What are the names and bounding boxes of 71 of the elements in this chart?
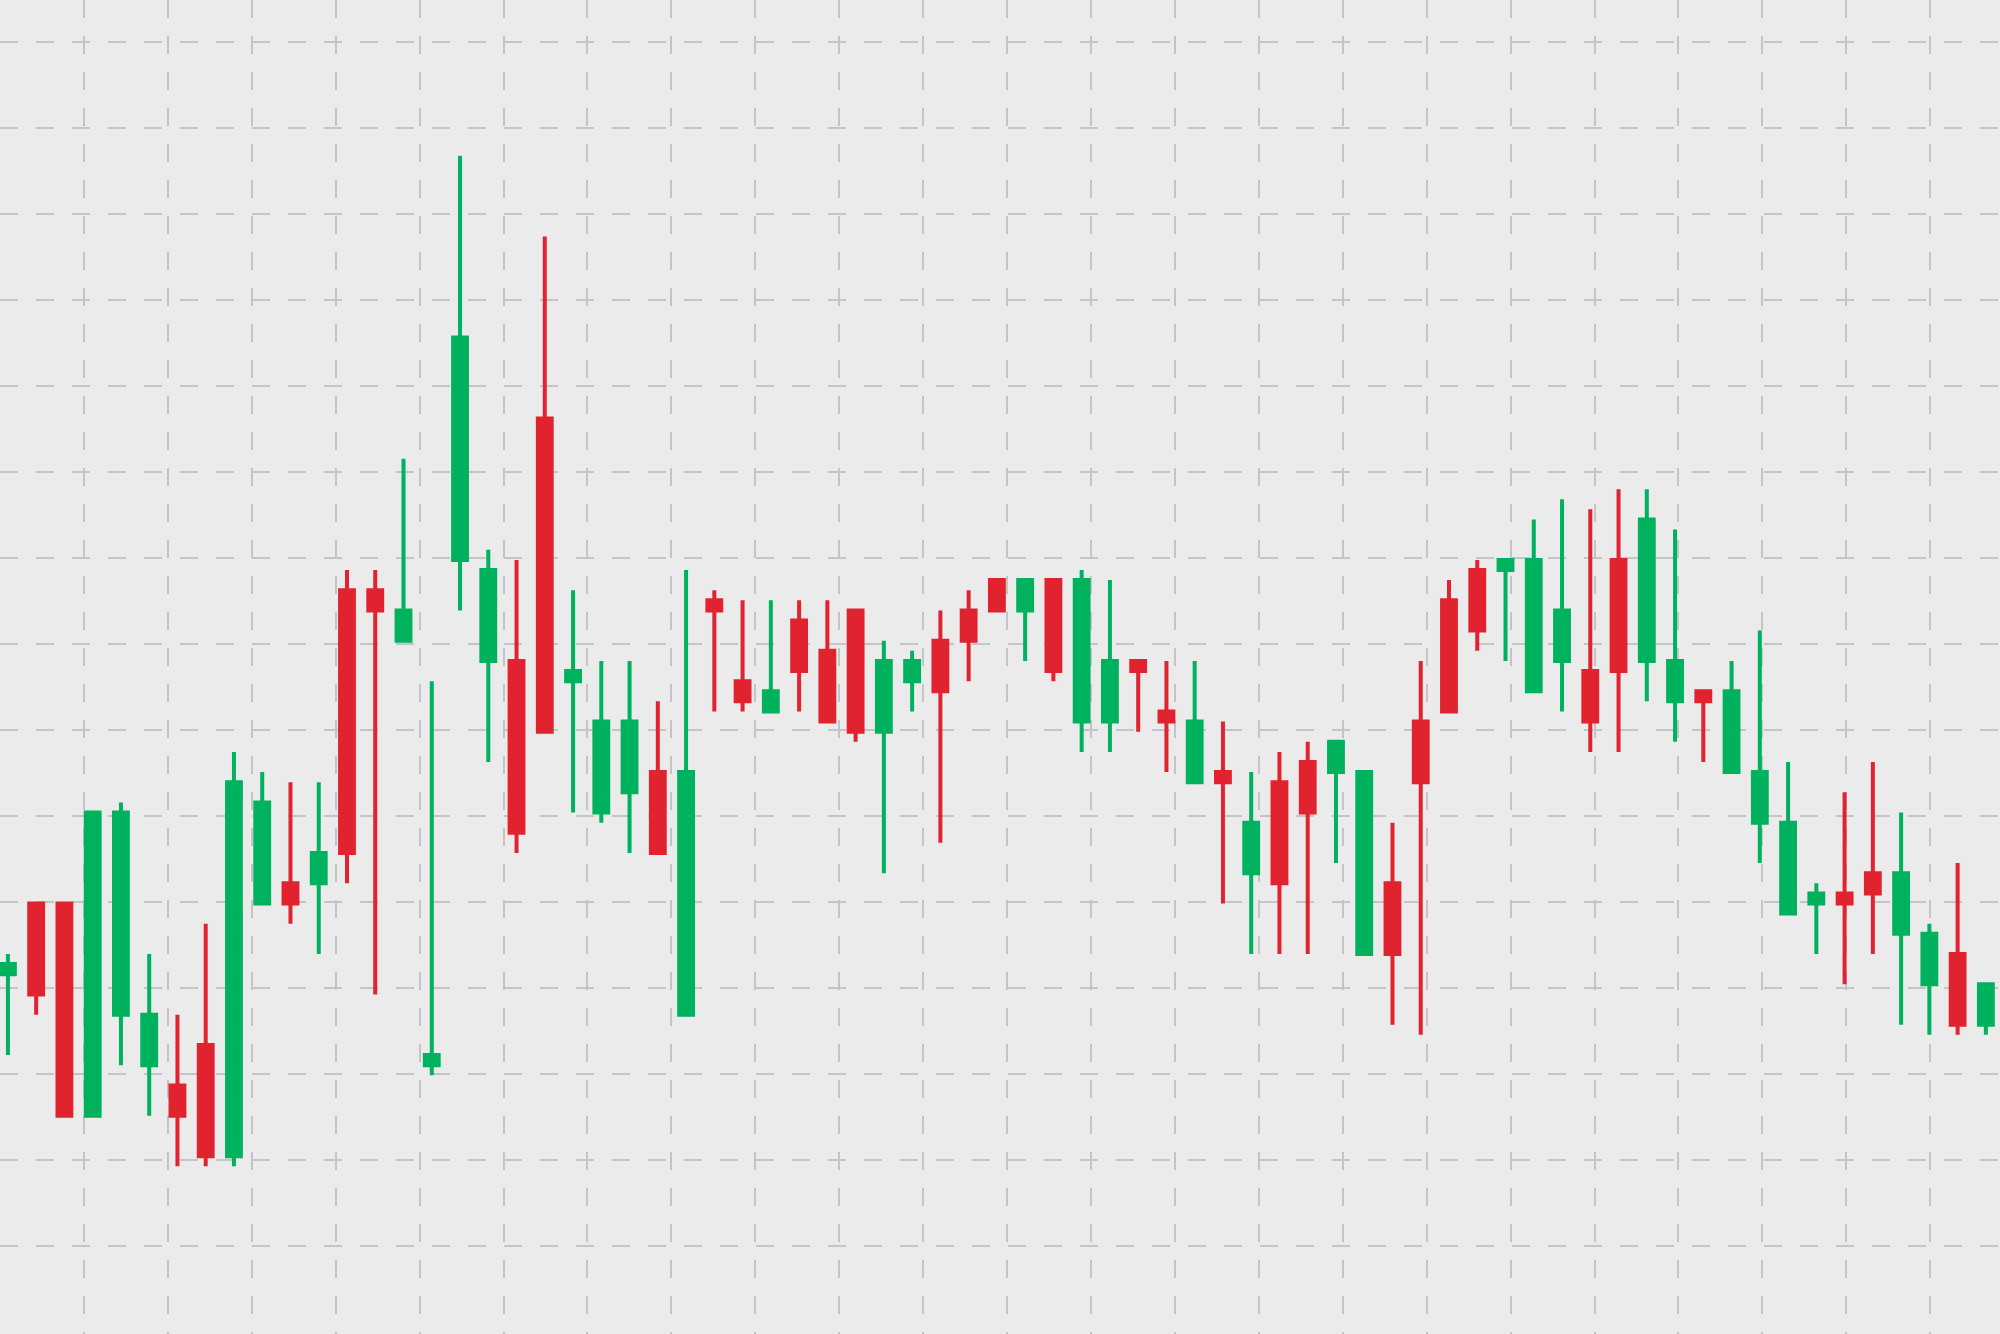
candlestick — [818, 598, 837, 724]
candlestick — [112, 800, 130, 1068]
candlestick — [903, 648, 922, 714]
candlestick — [1016, 578, 1035, 663]
candlestick — [1637, 487, 1656, 704]
candlestick — [1553, 497, 1571, 714]
candlestick — [394, 456, 413, 643]
candlestick — [1185, 658, 1204, 785]
candlestick — [1581, 507, 1600, 754]
candlestick — [1214, 719, 1232, 906]
candlestick — [535, 234, 554, 734]
candlestick — [874, 638, 893, 876]
candlestick — [422, 679, 441, 1078]
candlestick — [648, 699, 667, 855]
candlestick — [1468, 557, 1487, 653]
candlestick — [1694, 689, 1713, 764]
candlestick — [931, 608, 950, 845]
candlestick — [1835, 790, 1854, 987]
candlestick — [281, 780, 300, 926]
candlestick — [620, 658, 639, 855]
candlestick — [1609, 487, 1628, 754]
candlestick — [83, 810, 102, 1118]
candlestick — [309, 780, 328, 957]
candlestick — [140, 952, 159, 1118]
candlestick — [959, 588, 978, 684]
candlestick — [1242, 770, 1261, 957]
candlestick — [0, 952, 17, 1058]
candlestick — [846, 608, 865, 744]
candlestick — [1976, 982, 1995, 1037]
candlestick — [987, 578, 1006, 613]
candlestick — [592, 658, 611, 825]
candlestick — [366, 567, 385, 997]
candlestick — [1383, 820, 1402, 1027]
candlestick — [733, 598, 752, 714]
candlestick — [1524, 517, 1543, 694]
candlestick — [1327, 739, 1345, 866]
candlestick — [479, 547, 498, 764]
candlestick — [27, 901, 46, 1017]
candlestick — [1948, 861, 1967, 1037]
candlestick — [1129, 658, 1148, 734]
candlestick — [1779, 760, 1797, 916]
candlestick — [1750, 628, 1769, 866]
candlestick — [1411, 658, 1430, 1037]
candlestick — [1072, 567, 1091, 754]
candlestick — [1298, 739, 1317, 957]
candlestick — [253, 770, 272, 906]
candlestick — [1807, 881, 1826, 957]
candlestick — [338, 567, 356, 886]
candlestick — [168, 1012, 187, 1169]
candlestick — [507, 557, 526, 855]
candlestick — [564, 588, 582, 815]
candlestick — [790, 598, 809, 714]
candlestick — [451, 153, 469, 613]
candlestick — [1496, 557, 1515, 663]
candlestick — [1440, 578, 1458, 714]
candlestick — [1920, 921, 1939, 1037]
candlestick — [677, 567, 695, 1017]
candlestick — [705, 588, 724, 714]
candlestick — [1157, 658, 1176, 775]
candlestick — [1270, 749, 1289, 957]
candlestick — [1892, 810, 1911, 1027]
candlestick — [1722, 658, 1741, 775]
candlestick — [761, 598, 780, 714]
candlestick — [1355, 770, 1374, 957]
candlestick — [1044, 578, 1063, 684]
candlestick — [1666, 527, 1684, 744]
candlestick — [55, 901, 74, 1118]
candlestick — [1863, 760, 1882, 957]
candlestick — [196, 921, 215, 1169]
candlestick — [225, 749, 243, 1169]
candlestick — [1101, 578, 1119, 754]
